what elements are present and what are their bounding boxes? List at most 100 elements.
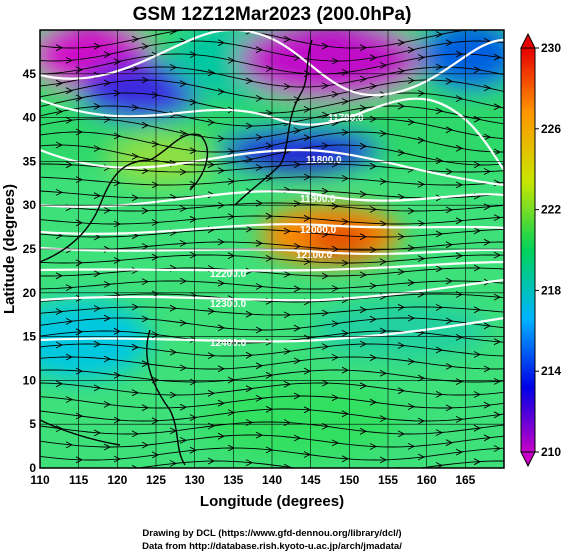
wind-arrow — [331, 160, 340, 168]
wind-arrow — [321, 187, 330, 195]
y-tick-label: 0 — [29, 461, 36, 475]
wind-arrow — [493, 377, 502, 385]
wind-arrow — [93, 192, 102, 200]
wind-arrow — [245, 385, 254, 393]
wind-arrow — [113, 371, 122, 379]
y-tick-label: 30 — [23, 198, 37, 212]
wind-arrow — [94, 469, 100, 475]
coastline-japan — [234, 39, 313, 206]
contour-label: 12400.0 — [210, 338, 247, 349]
wind-arrow — [341, 410, 350, 418]
wind-arrow — [207, 389, 216, 397]
wind-arrow — [455, 95, 464, 103]
plot-frame — [39, 29, 505, 469]
wind-arrow — [131, 152, 140, 160]
x-tick-label: 165 — [455, 473, 475, 487]
wind-arrow — [217, 365, 226, 373]
x-tick-label: 125 — [146, 473, 166, 487]
wind-arrow — [55, 108, 64, 116]
wind-arrow — [217, 324, 226, 332]
wind-arrow — [445, 39, 454, 47]
wind-arrow — [75, 176, 84, 184]
wind-arrow — [303, 406, 312, 414]
wind-arrow — [369, 246, 378, 254]
wind-arrow — [169, 391, 178, 399]
wind-arrow — [55, 79, 64, 87]
wind-arrow — [169, 111, 178, 118]
wind-arrow — [435, 265, 444, 273]
x-tick-label: 120 — [107, 473, 127, 487]
contour-line — [40, 316, 504, 343]
wind-arrow — [75, 367, 84, 375]
wind-arrow — [141, 441, 150, 449]
wind-arrow — [227, 252, 236, 260]
wind-arrow — [207, 161, 216, 169]
wind-arrow — [341, 174, 350, 182]
wind-arrow — [179, 168, 188, 176]
coastlines — [40, 39, 313, 466]
wind-arrow — [227, 148, 236, 155]
wind-arrow — [103, 355, 112, 363]
wind-arrow — [179, 403, 188, 411]
wind-arrow — [293, 200, 302, 208]
wind-arrow — [103, 280, 112, 288]
wind-arrow — [189, 98, 198, 106]
wind-arrow — [473, 264, 482, 272]
x-tick-label: 145 — [301, 473, 321, 487]
wind-arrow — [245, 77, 254, 85]
wind-arrow — [359, 142, 368, 150]
wind-arrow — [255, 239, 264, 247]
wind-arrow — [359, 233, 368, 241]
wind-arrow — [369, 205, 378, 213]
y-axis-label: Latitude (degrees) — [1, 184, 18, 314]
wind-arrow — [341, 329, 350, 337]
wind-arrow — [493, 148, 502, 156]
wind-arrow — [397, 303, 406, 311]
wind-arrow — [379, 327, 388, 335]
wind-arrow — [379, 130, 388, 137]
wind-arrow — [445, 77, 454, 85]
wind-arrow — [255, 283, 264, 290]
wind-arrow — [141, 207, 150, 215]
wind-arrow — [331, 202, 340, 210]
x-tick-label: 150 — [339, 473, 359, 487]
wind-arrow — [151, 140, 160, 148]
wind-arrow — [321, 82, 330, 90]
wind-arrow — [435, 230, 444, 238]
wind-arrow — [179, 129, 188, 137]
wind-arrow — [56, 470, 62, 476]
map-title: GSM 12Z12Mar2023 (200.0hPa) — [133, 4, 412, 25]
wind-arrow — [151, 253, 160, 261]
wind-arrow — [331, 90, 340, 98]
y-tick-label: 20 — [23, 286, 37, 300]
wind-arrow — [435, 31, 444, 38]
coastline-borneo — [40, 419, 121, 446]
wind-arrow — [55, 380, 64, 388]
wind-arrow — [359, 75, 368, 83]
wind-arrow — [93, 145, 102, 152]
wind-arrow — [321, 379, 330, 387]
contour-line — [40, 148, 504, 187]
wind-arrow — [473, 458, 482, 466]
wind-arrow — [417, 180, 426, 188]
wind-arrow — [473, 161, 482, 169]
wind-arrow — [189, 378, 198, 386]
wind-arrow — [455, 144, 464, 152]
wind-arrow — [397, 67, 406, 75]
wind-arrow — [189, 215, 198, 223]
wind-arrow — [151, 417, 160, 425]
wind-arrow — [435, 157, 444, 165]
wind-arrow — [417, 453, 426, 461]
grid-lines — [39, 30, 504, 469]
wind-arrow — [483, 322, 492, 330]
wind-arrow — [445, 317, 454, 325]
wind-arrow — [245, 225, 254, 233]
wind-arrow — [169, 30, 178, 35]
colorbar-label: 222 — [541, 203, 561, 217]
wind-arrow — [435, 390, 444, 398]
wind-arrow — [397, 430, 406, 438]
wind-arrow — [283, 35, 292, 43]
wind-arrow — [321, 272, 330, 280]
wind-arrow — [483, 133, 492, 141]
